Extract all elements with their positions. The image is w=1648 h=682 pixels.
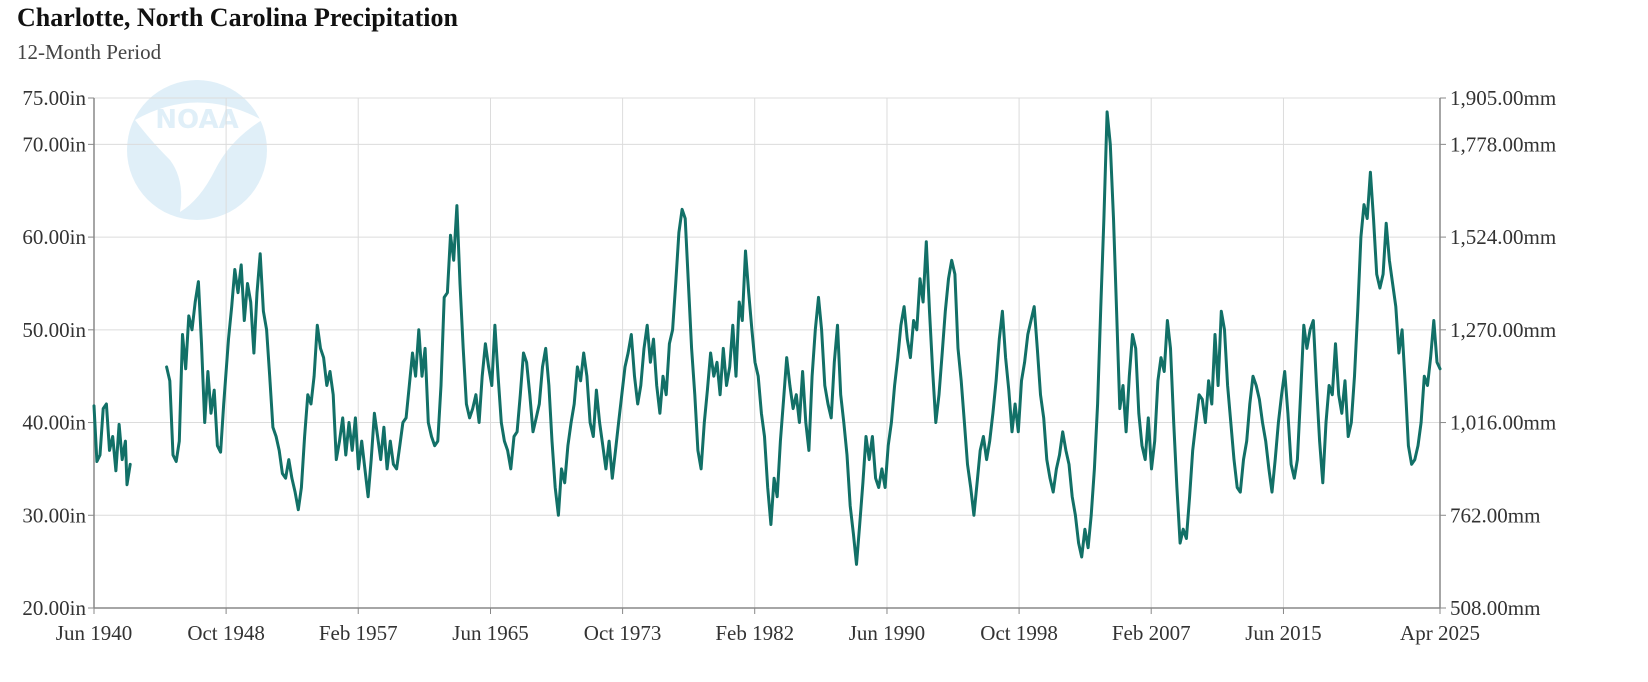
x-tick-label: Feb 2007 — [1112, 621, 1191, 645]
chart-title: Charlotte, North Carolina Precipitation — [17, 3, 458, 32]
y-tick-label: 75.00in — [22, 86, 86, 110]
chart-subtitle: 12-Month Period — [17, 40, 162, 64]
series-line-segment — [92, 402, 132, 487]
y-tick-label: 60.00in — [22, 225, 86, 249]
series-group — [92, 110, 1442, 566]
x-axis-labels: Jun 1940 Oct 1948 Feb 1957 Jun 1965 Oct 1973… — [56, 621, 1480, 645]
x-tick-label: Apr 2025 — [1400, 621, 1480, 645]
x-tick-label: Oct 1948 — [187, 621, 265, 645]
y-tick-label: 40.00in — [22, 411, 86, 435]
axes — [88, 97, 1446, 614]
x-tick-label: Oct 1973 — [584, 621, 662, 645]
y-tick-label: 20.00in — [22, 596, 86, 620]
y-axis-left-labels: 20.00in 30.00in 40.00in 50.00in 60.00in 70.00… — [22, 86, 86, 620]
y-tick-label: 70.00in — [22, 132, 86, 156]
y2-tick-label: 1,905.00mm — [1450, 86, 1556, 110]
y2-tick-label: 1,778.00mm — [1450, 132, 1556, 156]
y2-tick-label: 1,016.00mm — [1450, 411, 1556, 435]
x-tick-label: Jun 2015 — [1245, 621, 1321, 645]
x-tick-label: Feb 1957 — [319, 621, 398, 645]
noaa-logo-text: NOAA — [155, 105, 238, 135]
y-axis-right-labels: 508.00mm 762.00mm 1,016.00mm 1,270.00mm 1,52… — [1450, 86, 1556, 620]
series-line-segment — [165, 110, 1442, 566]
y2-tick-label: 1,270.00mm — [1450, 318, 1556, 342]
y2-tick-label: 1,524.00mm — [1450, 225, 1556, 249]
y-tick-label: 30.00in — [22, 503, 86, 527]
x-tick-label: Feb 1982 — [715, 621, 794, 645]
y2-tick-label: 508.00mm — [1450, 596, 1540, 620]
x-tick-label: Oct 1998 — [980, 621, 1058, 645]
y2-tick-label: 762.00mm — [1450, 503, 1540, 527]
x-tick-label: Jun 1990 — [849, 621, 925, 645]
y-tick-label: 50.00in — [22, 318, 86, 342]
noaa-logo-watermark: NOAA — [127, 80, 267, 220]
x-tick-label: Jun 1965 — [452, 621, 528, 645]
grid-lines — [94, 97, 1440, 609]
x-tick-label: Jun 1940 — [56, 621, 132, 645]
